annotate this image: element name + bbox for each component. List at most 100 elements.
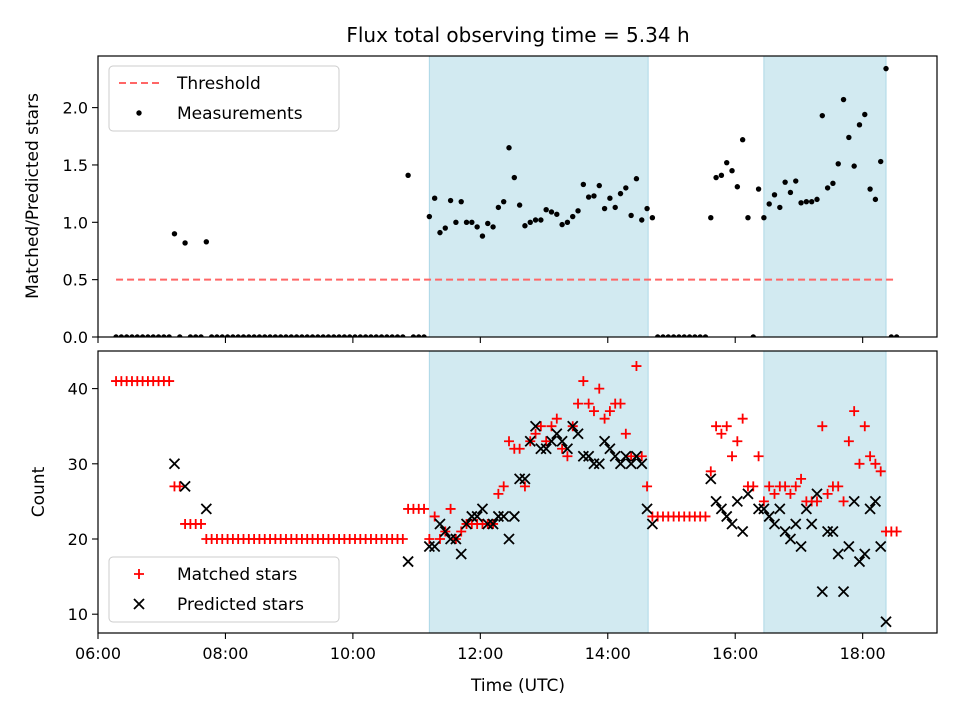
measurement-point xyxy=(782,179,788,185)
measurement-point xyxy=(607,195,613,201)
measurement-point xyxy=(410,334,417,337)
predicted-stars-point xyxy=(869,495,882,508)
predicted-stars-point xyxy=(705,473,717,485)
y-tick-label: 40 xyxy=(68,380,88,399)
measurement-point xyxy=(654,334,661,337)
legend-matched-stars: Matched stars xyxy=(134,565,297,585)
predicted-stars-point xyxy=(471,510,483,523)
predicted-stars-point xyxy=(827,525,839,538)
measurement-point xyxy=(739,137,746,143)
measurement-point xyxy=(368,334,374,337)
legend-predicted-stars: Predicted stars xyxy=(133,595,304,615)
predicted-stars-point xyxy=(577,450,589,462)
measurement-point xyxy=(331,334,337,337)
measurement-point xyxy=(485,220,491,227)
y-tick-label: 0.5 xyxy=(63,271,88,290)
measurement-point xyxy=(623,185,629,191)
matched-stars-point xyxy=(875,466,886,477)
predicted-stars-point xyxy=(630,450,643,462)
predicted-stars-point xyxy=(721,510,733,523)
legend-measurements-swatch xyxy=(136,110,142,116)
y-tick-label: 1.0 xyxy=(63,213,88,232)
predicted-stars-point xyxy=(567,420,579,432)
predicted-stars-point xyxy=(168,458,181,470)
measurement-point xyxy=(633,176,640,182)
measurement-point xyxy=(256,334,263,337)
measurement-point xyxy=(713,174,719,181)
predicted-stars-point xyxy=(731,495,743,508)
y-tick-label: 20 xyxy=(68,530,88,549)
measurement-point xyxy=(118,334,125,337)
matched-stars-point xyxy=(854,458,865,469)
predicted-stars-point xyxy=(508,510,520,523)
measurement-point xyxy=(862,111,868,118)
predicted-stars-point xyxy=(737,525,749,538)
matched-stars-point xyxy=(705,466,716,477)
measurement-point xyxy=(840,96,847,103)
predicted-stars-point xyxy=(837,586,850,598)
matched-stars-point xyxy=(493,488,504,499)
measurement-point xyxy=(277,334,284,337)
measurement-point xyxy=(787,189,794,196)
measurement-point xyxy=(315,334,321,337)
count-panel: 10 20 30 40 06:00 08:00 10:00 12:00 14:00 16:00 18… xyxy=(29,350,938,663)
matched-stars-point xyxy=(811,496,822,507)
measurement-point xyxy=(193,334,199,337)
matched-stars-point xyxy=(796,473,807,484)
matched-stars-point xyxy=(843,436,854,447)
matched-stars-point xyxy=(583,398,594,409)
measurement-point xyxy=(272,334,279,337)
matched-stars-point xyxy=(604,406,615,417)
measurement-point xyxy=(251,334,257,337)
measurement-point xyxy=(878,158,884,165)
measurement-point xyxy=(129,334,135,337)
predicted-stars-point xyxy=(604,443,616,455)
measurement-point xyxy=(564,219,571,226)
predicted-stars-point xyxy=(429,540,441,553)
measurement-point xyxy=(442,225,448,231)
measurement-point xyxy=(846,134,852,141)
predicted-stars-point xyxy=(811,488,823,500)
predicted-stars-point xyxy=(774,503,786,515)
measurement-point xyxy=(596,182,602,189)
measurement-point xyxy=(755,186,762,192)
measurement-point xyxy=(851,163,857,169)
predicted-stars-point xyxy=(402,555,414,568)
measurement-point xyxy=(123,334,130,337)
x-tick-label: 10:00 xyxy=(330,644,376,663)
matched-stars-point xyxy=(588,406,599,417)
matched-stars-point xyxy=(721,421,732,432)
predicted-stars-point xyxy=(503,533,515,545)
measurement-point xyxy=(469,219,475,226)
y-tick-label: 30 xyxy=(68,455,88,474)
matched-stars-point xyxy=(631,361,642,372)
measurement-point xyxy=(421,334,427,337)
measurement-point xyxy=(729,167,735,174)
measurement-point xyxy=(113,334,119,337)
matched-stars-point xyxy=(785,488,796,499)
predicted-stars-point xyxy=(466,510,478,523)
y-tick-label: 0.0 xyxy=(63,328,88,347)
measurement-point xyxy=(814,196,820,203)
predicted-stars-point xyxy=(758,503,770,515)
measurement-point xyxy=(171,231,178,237)
measurement-point xyxy=(575,208,581,214)
measurement-point xyxy=(570,213,576,220)
measurement-point xyxy=(554,211,560,217)
measurement-point xyxy=(872,196,879,203)
y-axis-label: Count xyxy=(29,466,49,517)
matched-stars-point xyxy=(822,488,833,499)
matched-stars-point xyxy=(764,481,775,492)
matched-stars-point xyxy=(615,398,626,409)
measurement-point xyxy=(283,334,289,337)
predicted-stars-point xyxy=(609,450,621,462)
axes-frame xyxy=(97,350,938,634)
measurement-point xyxy=(479,233,486,239)
matched-stars-point xyxy=(626,451,637,462)
measurement-point xyxy=(708,215,714,221)
predicted-stars-point xyxy=(545,435,558,447)
predicted-stars-point xyxy=(561,443,574,455)
matched-stars-point xyxy=(859,421,870,432)
measurement-point xyxy=(548,209,555,215)
measurement-point xyxy=(649,215,656,221)
